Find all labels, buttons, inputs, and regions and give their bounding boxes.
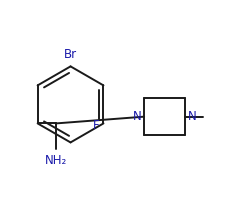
Text: F: F: [92, 119, 99, 132]
Text: N: N: [132, 110, 141, 123]
Text: N: N: [187, 110, 196, 123]
Text: NH₂: NH₂: [45, 154, 67, 167]
Text: Br: Br: [64, 48, 77, 61]
